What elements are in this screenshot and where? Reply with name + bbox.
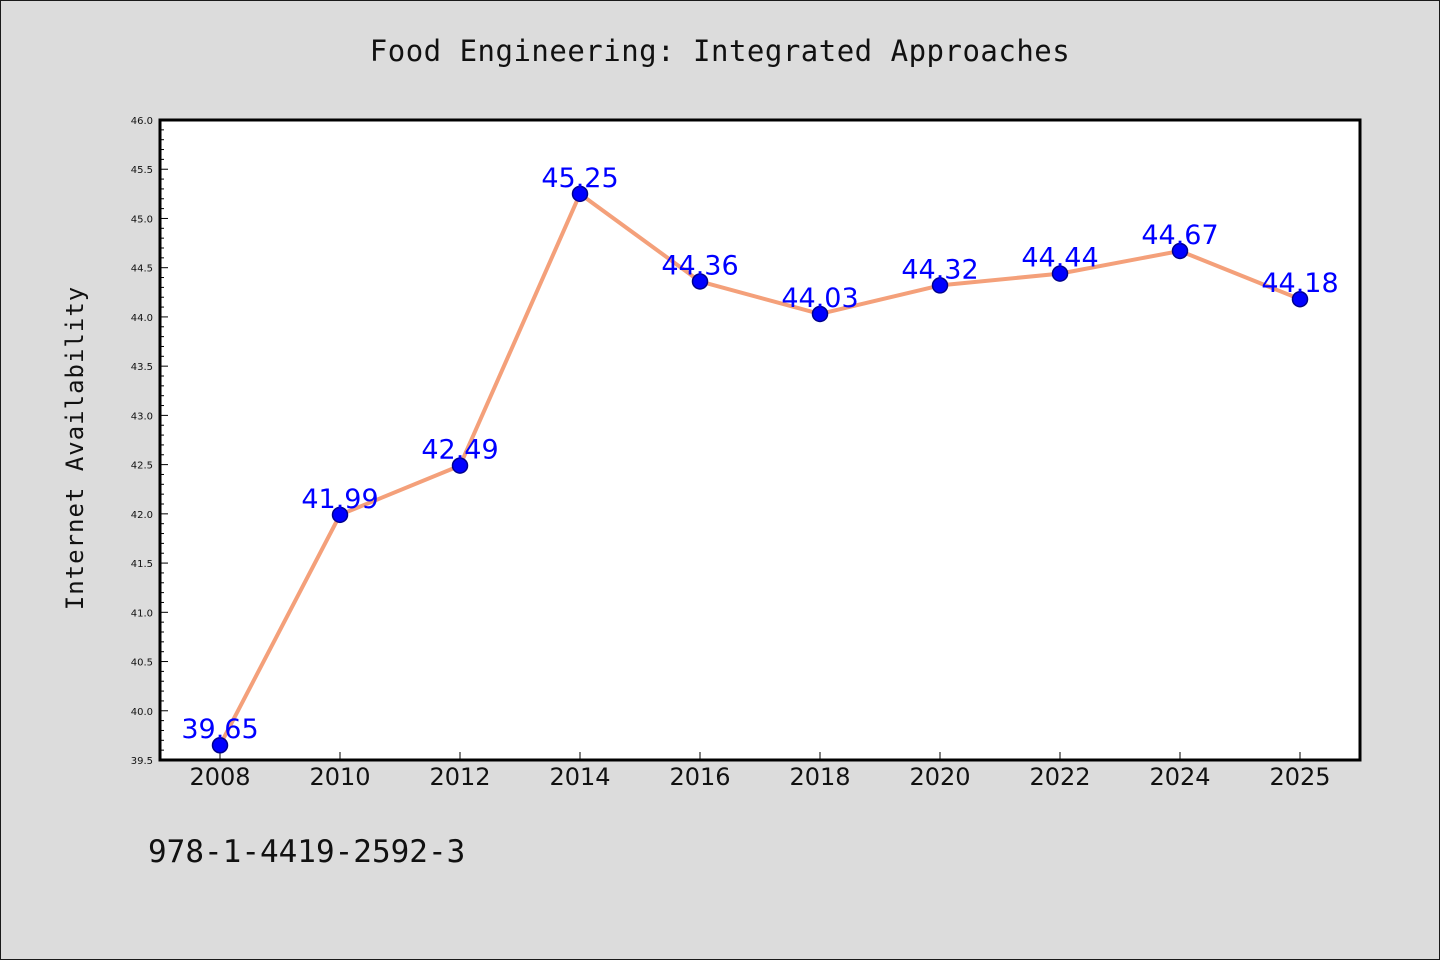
y-tick-label: 42.0 — [131, 510, 153, 521]
x-axis-ticks: 2008 2010 2012 2014 2016 2018 2020 2022 2024 2025 — [189, 752, 1331, 791]
data-label: 45.25 — [541, 163, 618, 194]
y-tick-label: 41.5 — [131, 559, 153, 570]
data-point — [691, 273, 709, 290]
data-label: 39.65 — [181, 714, 258, 745]
x-tick-label: 2010 — [309, 763, 370, 791]
data-labels: 39.65 41.99 42.49 45.25 44.36 44.03 44.32 44.44… — [181, 163, 1338, 745]
data-label: 44.32 — [901, 254, 978, 285]
data-point — [331, 506, 349, 524]
plot-border — [158, 118, 1362, 762]
isbn-text: 978-1-4419-2592-3 — [148, 834, 466, 870]
x-tick-label: 2022 — [1029, 763, 1090, 791]
y-tick-label: 40.0 — [131, 707, 153, 718]
y-tick-label: 46.0 — [131, 116, 153, 127]
x-tick-label: 2014 — [549, 763, 610, 791]
data-label: 44.67 — [1141, 220, 1218, 251]
plot-area — [160, 120, 1360, 760]
y-tick-label: 42.5 — [131, 461, 153, 472]
y-tick-label: 41.0 — [131, 608, 153, 619]
data-label: 44.36 — [661, 250, 738, 281]
x-tick-label: 2008 — [189, 763, 250, 791]
data-markers — [211, 185, 1309, 754]
x-tick-label: 2020 — [909, 763, 970, 791]
y-tick-label: 43.5 — [131, 362, 153, 373]
data-label: 44.18 — [1261, 268, 1338, 299]
y-tick-label: 44.5 — [131, 264, 153, 275]
data-label: 42.49 — [421, 435, 498, 466]
data-point — [1171, 242, 1189, 260]
data-label: 41.99 — [301, 484, 378, 515]
data-point — [211, 736, 229, 754]
x-tick-label: 2024 — [1149, 763, 1210, 791]
y-tick-label: 45.0 — [131, 214, 153, 225]
data-point — [931, 277, 949, 294]
y-tick-label: 43.0 — [131, 411, 153, 422]
x-tick-label: 2018 — [789, 763, 850, 791]
series-line — [218, 191, 1301, 747]
data-point — [1051, 265, 1069, 282]
x-tick-label: 2016 — [669, 763, 730, 791]
data-point — [811, 305, 829, 323]
y-tick-label: 39.5 — [131, 756, 153, 767]
y-tick-label: 45.5 — [131, 165, 153, 176]
data-label: 44.44 — [1021, 243, 1098, 274]
y-tick-label: 40.5 — [131, 658, 153, 669]
chart-title: Food Engineering: Integrated Approaches — [369, 34, 1071, 68]
x-tick-label: 2012 — [429, 763, 490, 791]
data-point — [1291, 290, 1309, 308]
data-point — [571, 185, 589, 203]
x-tick-label: 2025 — [1269, 763, 1330, 791]
y-tick-label: 44.0 — [131, 313, 153, 324]
data-label: 44.03 — [781, 283, 858, 314]
data-point — [451, 457, 469, 474]
